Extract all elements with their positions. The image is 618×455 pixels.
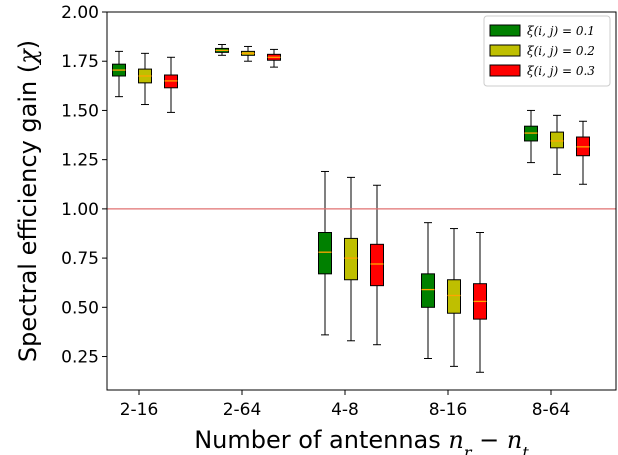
- box-4-8-series-3: [370, 184, 384, 346]
- y-tick-label: 1.00: [61, 200, 99, 220]
- box-body: [344, 237, 358, 281]
- box-2-16-series-2: [138, 52, 152, 106]
- box-2-64-series-3: [267, 48, 281, 68]
- box-body: [370, 243, 384, 287]
- box-8-16-series-1: [421, 222, 435, 359]
- x-tick-label: 8-16: [429, 400, 468, 420]
- x-axis: 2-16 2-64 4-8 8-16 8-64: [120, 390, 571, 420]
- y-tick-label: 0.25: [61, 348, 99, 368]
- box-2-64-series-2: [241, 45, 255, 62]
- legend-label: ξ(i, j) = 0.1: [527, 24, 595, 38]
- box-8-16-series-3: [473, 232, 487, 373]
- y-tick-label: 2.00: [61, 3, 99, 23]
- x-tick-label: 4-8: [331, 400, 359, 420]
- y-tick-label: 0.75: [61, 249, 99, 269]
- box-body: [550, 131, 564, 149]
- legend-swatch: [489, 44, 521, 57]
- x-tick-label: 8-64: [532, 400, 571, 420]
- box-2-64-series-1: [215, 43, 229, 56]
- box-2-16-series-1: [112, 50, 126, 98]
- box-4-8-series-1: [318, 170, 332, 336]
- y-axis: 0.25 0.50 0.75 1.00 1.25 1.50 1.75 2.00: [61, 3, 107, 368]
- box-body: [318, 232, 332, 275]
- y-tick-label: 1.25: [61, 151, 99, 171]
- box-8-64-series-3: [576, 120, 590, 185]
- x-axis-title-text: Number of antennas: [194, 426, 448, 454]
- x-tick-label: 2-64: [223, 400, 262, 420]
- y-tick-label: 1.75: [61, 52, 99, 72]
- boxes-layer: [112, 43, 590, 373]
- y-axis-title: Spectral efficiency gain (χ): [14, 40, 42, 362]
- box-8-16-series-2: [447, 228, 461, 367]
- box-2-16-series-3: [164, 56, 178, 113]
- box-8-64-series-2: [550, 114, 564, 175]
- x-tick-label: 2-16: [120, 400, 159, 420]
- box-8-64-series-1: [524, 109, 538, 164]
- legend: ξ(i, j) = 0.1 ξ(i, j) = 0.2 ξ(i, j) = 0.3: [483, 15, 611, 87]
- y-tick-label: 1.50: [61, 101, 99, 121]
- box-body: [447, 279, 461, 314]
- box-4-8-series-2: [344, 176, 358, 342]
- legend-label: ξ(i, j) = 0.3: [527, 64, 595, 78]
- x-axis-title: Number of antennas nr − nt: [194, 426, 529, 455]
- plot-frame: [106, 11, 617, 391]
- legend-swatch: [489, 24, 521, 37]
- y-tick-label: 0.50: [61, 298, 99, 318]
- box-body: [421, 273, 435, 308]
- legend-label: ξ(i, j) = 0.2: [527, 44, 595, 58]
- legend-swatch: [489, 64, 521, 77]
